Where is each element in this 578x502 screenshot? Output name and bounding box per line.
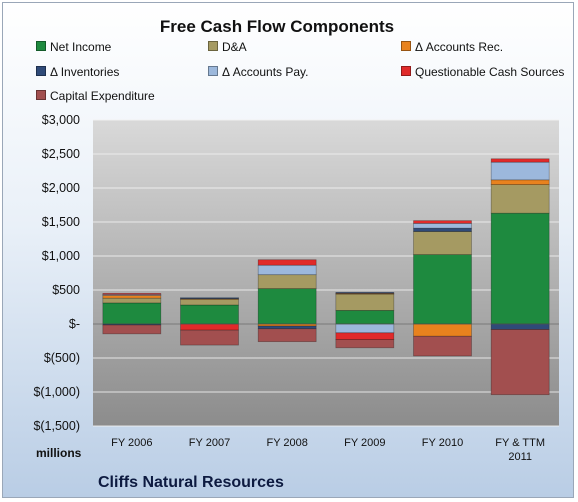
x-tick-label: FY 2006	[111, 437, 152, 449]
bar-segment	[335, 310, 395, 325]
legend-item: Δ Accounts Pay.	[208, 65, 309, 79]
company-name: Cliffs Natural Resources	[98, 474, 284, 491]
y-tick-label: $-	[69, 317, 80, 331]
bar-segment	[413, 220, 472, 224]
bar-segment	[180, 304, 239, 325]
bar-segment	[490, 179, 550, 185]
y-tick-label: $(1,000)	[33, 385, 80, 399]
bar-segment	[102, 324, 162, 335]
y-tick-label: $(1,500)	[33, 419, 80, 433]
plot-area	[93, 120, 559, 426]
legend-label: Δ Accounts Pay.	[222, 65, 309, 79]
bar-segment	[180, 329, 239, 346]
x-tick-label: FY & TTM	[495, 437, 545, 449]
y-tick-label: $1,000	[42, 249, 80, 263]
legend-label: Questionable Cash Sources	[415, 65, 565, 79]
y-tick-label: $3,000	[42, 113, 80, 127]
bar-segment	[490, 323, 550, 330]
bar-segment	[490, 184, 550, 214]
bar-segment	[257, 325, 317, 330]
bar-segment	[102, 302, 162, 325]
legend-label: Δ Accounts Rec.	[415, 40, 504, 54]
bar-segment	[257, 264, 317, 276]
bar-segment	[257, 259, 317, 266]
bar-segment	[102, 294, 162, 296]
legend-label: D&A	[222, 40, 247, 54]
bar-segment	[102, 295, 162, 299]
legend-swatch	[401, 66, 411, 76]
legend-label: Net Income	[50, 40, 112, 54]
x-tick-label: FY 2007	[189, 437, 230, 449]
y-tick-label: $500	[52, 283, 80, 297]
legend-swatch	[36, 41, 46, 51]
legend-label: Δ Inventories	[50, 65, 120, 79]
chart-title: Free Cash Flow Components	[159, 17, 395, 36]
bar-segment	[413, 223, 472, 229]
y-axis-units-label: millions	[36, 446, 82, 460]
bar-segment	[257, 288, 317, 325]
bar-segment	[413, 335, 472, 357]
legend-swatch	[208, 66, 218, 76]
bar-segment	[335, 332, 395, 340]
bar-segment	[180, 323, 239, 331]
legend-swatch	[401, 41, 411, 51]
legend-swatch	[36, 90, 46, 100]
y-tick-label: $(500)	[44, 351, 80, 365]
bar-segment	[413, 323, 472, 337]
legend-item: Δ Inventories	[36, 65, 119, 79]
legend-label: Capital Expenditure	[50, 89, 155, 103]
bar-segment	[102, 297, 162, 304]
bar-segment	[490, 161, 550, 181]
bar-segment	[102, 293, 162, 295]
bar-segment	[335, 292, 395, 294]
legend-item: Questionable Cash Sources	[401, 65, 564, 79]
x-tick-label: 2011	[508, 451, 532, 463]
legend-item: Δ Accounts Rec.	[401, 40, 503, 54]
bar-segment	[335, 293, 395, 311]
y-tick-label: $2,500	[42, 147, 80, 161]
legend-item: Capital Expenditure	[36, 89, 155, 103]
legend-swatch	[36, 66, 46, 76]
legend-item: D&A	[208, 40, 247, 54]
bar-segment	[490, 158, 550, 163]
bar-segment	[413, 227, 472, 232]
legend-swatch	[208, 41, 218, 51]
bar-segment	[180, 297, 239, 299]
bar-segment	[257, 328, 317, 343]
y-tick-label: $1,500	[42, 215, 80, 229]
bar-segment	[335, 339, 395, 349]
legend-item: Net Income	[36, 40, 111, 54]
x-tick-label: FY 2009	[344, 437, 385, 449]
bar-segment	[413, 231, 472, 255]
x-tick-label: FY 2010	[422, 437, 463, 449]
bar-segment	[413, 254, 472, 325]
bar-segment	[490, 329, 550, 396]
bar-segment	[335, 323, 395, 334]
y-tick-label: $2,000	[42, 181, 80, 195]
bar-segment	[180, 298, 239, 306]
bar-segment	[257, 274, 317, 289]
bar-segment	[490, 212, 550, 325]
x-tick-label: FY 2008	[266, 437, 307, 449]
